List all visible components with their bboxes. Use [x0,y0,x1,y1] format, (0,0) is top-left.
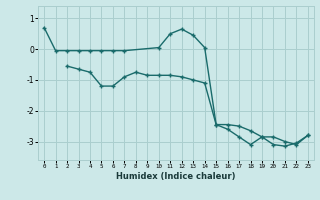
X-axis label: Humidex (Indice chaleur): Humidex (Indice chaleur) [116,172,236,181]
